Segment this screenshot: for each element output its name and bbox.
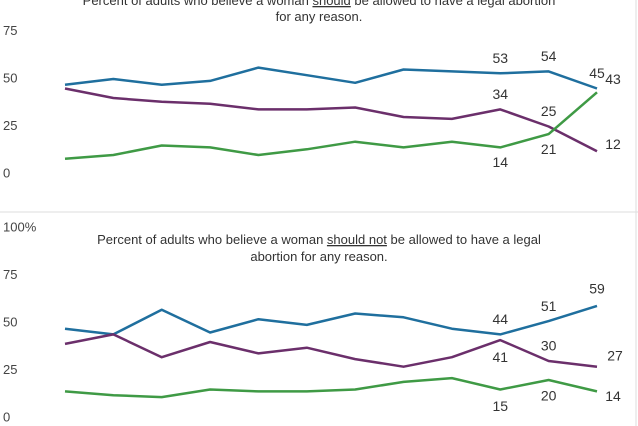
data-label: 21: [541, 141, 557, 157]
data-label: 44: [492, 311, 508, 327]
chart-title: for any reason.: [276, 9, 363, 24]
y-tick-label: 100%: [3, 219, 37, 234]
y-tick-label: 75: [3, 267, 17, 282]
data-label: 34: [492, 86, 508, 102]
title-part: abortion for any reason.: [250, 249, 387, 264]
data-label: 41: [492, 349, 508, 365]
data-label: 14: [492, 154, 508, 170]
title-part: should not: [327, 232, 387, 247]
chart-title: abortion for any reason.: [250, 249, 387, 264]
y-tick-label: 25: [3, 118, 17, 133]
line: [64, 304, 598, 336]
data-label: 14: [605, 388, 621, 404]
data-label: 20: [541, 388, 557, 404]
chart-title: Percent of adults who believe a woman sh…: [97, 232, 541, 247]
data-label: 54: [541, 48, 557, 64]
y-tick-label: 50: [3, 70, 17, 85]
title-part: Percent of adults who believe a woman: [83, 0, 313, 8]
title-part: be allowed to have a legal abortion: [351, 0, 556, 8]
data-label: 15: [492, 398, 508, 414]
title-part: be allowed to have a legal: [387, 232, 541, 247]
title-part: should: [312, 0, 350, 8]
data-label: 45: [589, 65, 605, 81]
y-tick-label: 0: [3, 409, 10, 424]
data-label: 51: [541, 298, 557, 314]
y-tick-label: 0: [3, 165, 10, 180]
data-label: 59: [589, 281, 605, 297]
line: [64, 376, 598, 399]
line: [64, 333, 598, 368]
line: [64, 66, 598, 90]
data-label: 25: [541, 103, 557, 119]
line: [64, 87, 598, 153]
data-label: 27: [607, 347, 623, 363]
chart-title: Percent of adults who believe a woman sh…: [83, 0, 556, 8]
data-label: 53: [492, 50, 508, 66]
data-label: 30: [541, 338, 557, 354]
title-part: Percent of adults who believe a woman: [97, 232, 327, 247]
title-part: for any reason.: [276, 9, 363, 24]
line: [64, 91, 598, 161]
data-label: 43: [605, 71, 621, 87]
y-tick-label: 50: [3, 314, 17, 329]
y-tick-label: 25: [3, 362, 17, 377]
data-label: 12: [605, 136, 621, 152]
y-tick-label: 75: [3, 23, 17, 38]
